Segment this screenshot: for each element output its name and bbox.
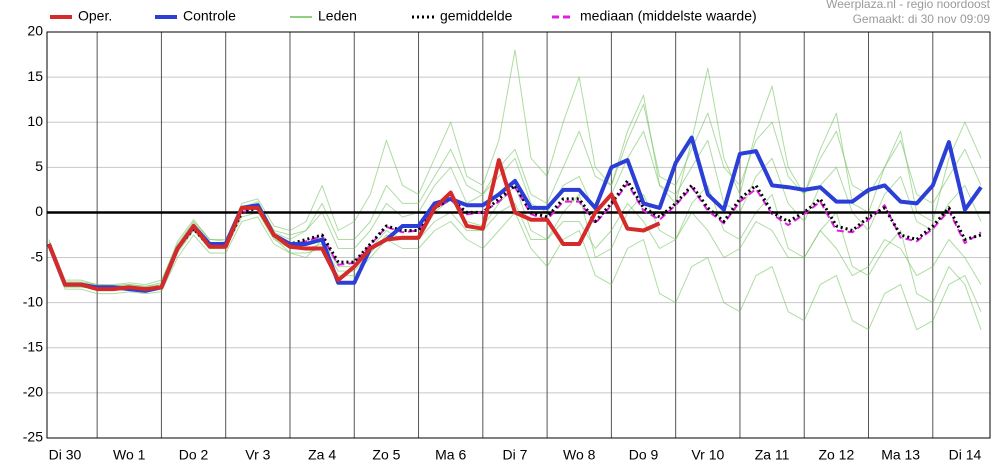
x-tick-label: Di 30 xyxy=(49,447,82,463)
series-group xyxy=(47,158,661,292)
series-line xyxy=(48,202,982,293)
x-tick-label: Do 9 xyxy=(629,447,659,463)
x-tick-label: Di 14 xyxy=(949,447,982,463)
x-tick-label: Ma 13 xyxy=(881,447,920,463)
x-tick-label: Zo 5 xyxy=(372,447,400,463)
series-line xyxy=(48,49,982,287)
x-tick-label: Wo 1 xyxy=(113,447,146,463)
series-group xyxy=(48,202,982,293)
y-tick-label: 0 xyxy=(35,203,43,219)
x-tick-label: Vr 3 xyxy=(245,447,270,463)
series-group xyxy=(47,182,982,291)
x-tick-label: Ma 6 xyxy=(435,447,466,463)
y-tick-label: -15 xyxy=(23,338,43,354)
y-tick-label: 15 xyxy=(27,68,43,84)
credit-date: Gemaakt: di 30 nov 09:09 xyxy=(853,12,991,26)
x-tick-label: Di 7 xyxy=(503,447,528,463)
series-line xyxy=(47,182,982,291)
credit-source: Weerplaza.nl - regio noordoost xyxy=(826,0,991,11)
series-group xyxy=(48,49,982,287)
y-tick-label: 10 xyxy=(27,113,43,129)
y-tick-label: -5 xyxy=(31,248,44,264)
legend-label: mediaan (middelste waarde) xyxy=(580,8,757,24)
y-tick-label: -25 xyxy=(23,429,43,445)
y-tick-label: 20 xyxy=(27,23,43,39)
y-tick-label: -20 xyxy=(23,384,43,400)
series-line xyxy=(47,158,661,292)
y-tick-label: 5 xyxy=(35,158,43,174)
legend-label: Controle xyxy=(183,8,236,24)
y-tick-label: -10 xyxy=(23,293,43,309)
x-tick-label: Za 11 xyxy=(755,447,790,463)
legend-label: gemiddelde xyxy=(440,8,513,24)
plot-frame xyxy=(46,31,991,439)
x-tick-label: Za 4 xyxy=(308,447,336,463)
x-tick-label: Do 2 xyxy=(179,447,209,463)
x-tick-label: Vr 10 xyxy=(691,447,724,463)
x-tick-label: Zo 12 xyxy=(818,447,854,463)
x-tick-label: Wo 8 xyxy=(563,447,596,463)
legend-label: Leden xyxy=(318,8,357,24)
legend-label: Oper. xyxy=(78,8,112,24)
